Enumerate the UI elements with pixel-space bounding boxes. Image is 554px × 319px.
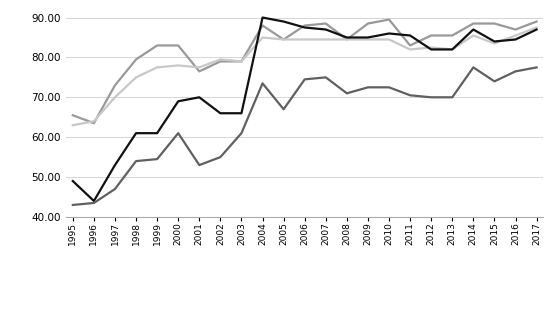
Poland [69, 203, 76, 207]
Czech Republic [90, 119, 97, 123]
Czech Republic [343, 38, 350, 41]
Czech Republic [196, 65, 203, 69]
Czech Republic [280, 38, 287, 41]
Poland [301, 78, 308, 81]
Hungary [280, 38, 287, 41]
Poland [280, 107, 287, 111]
Czech Republic [259, 36, 266, 40]
Poland [259, 81, 266, 85]
Poland [112, 187, 119, 191]
Slovakia [470, 28, 476, 32]
Hungary [407, 44, 413, 48]
Hungary [154, 44, 161, 48]
Czech Republic [386, 38, 392, 41]
Hungary [238, 60, 245, 63]
Hungary [491, 22, 497, 26]
Poland [512, 70, 519, 73]
Line: Hungary: Hungary [73, 19, 537, 123]
Slovakia [90, 199, 97, 203]
Slovakia [428, 48, 434, 51]
Hungary [217, 60, 224, 63]
Hungary [322, 22, 329, 26]
Poland [365, 85, 371, 89]
Slovakia [449, 48, 455, 51]
Poland [196, 163, 203, 167]
Czech Republic [217, 57, 224, 61]
Czech Republic [154, 65, 161, 69]
Hungary [470, 22, 476, 26]
Hungary [428, 33, 434, 37]
Slovakia [259, 16, 266, 19]
Poland [343, 92, 350, 95]
Poland [90, 201, 97, 205]
Slovakia [175, 100, 182, 103]
Hungary [69, 113, 76, 117]
Slovakia [154, 131, 161, 135]
Slovakia [217, 111, 224, 115]
Slovakia [301, 26, 308, 29]
Slovakia [343, 36, 350, 40]
Slovakia [491, 40, 497, 43]
Slovakia [196, 95, 203, 99]
Poland [154, 157, 161, 161]
Poland [428, 95, 434, 99]
Slovakia [365, 36, 371, 40]
Poland [133, 159, 140, 163]
Hungary [449, 33, 455, 37]
Czech Republic [428, 46, 434, 49]
Hungary [133, 57, 140, 61]
Czech Republic [69, 123, 76, 127]
Hungary [512, 28, 519, 32]
Hungary [90, 121, 97, 125]
Slovakia [407, 33, 413, 37]
Czech Republic [112, 95, 119, 99]
Czech Republic [322, 38, 329, 41]
Czech Republic [133, 76, 140, 79]
Poland [449, 95, 455, 99]
Slovakia [238, 111, 245, 115]
Czech Republic [301, 38, 308, 41]
Czech Republic [534, 26, 540, 29]
Poland [386, 85, 392, 89]
Hungary [175, 44, 182, 48]
Hungary [112, 83, 119, 87]
Poland [238, 131, 245, 135]
Czech Republic [512, 33, 519, 37]
Czech Republic [470, 33, 476, 37]
Czech Republic [491, 41, 497, 45]
Hungary [386, 18, 392, 21]
Slovakia [512, 38, 519, 41]
Slovakia [534, 28, 540, 32]
Line: Slovakia: Slovakia [73, 18, 537, 201]
Hungary [534, 20, 540, 24]
Poland [470, 65, 476, 69]
Slovakia [112, 163, 119, 167]
Czech Republic [175, 63, 182, 67]
Slovakia [133, 131, 140, 135]
Slovakia [69, 179, 76, 183]
Poland [407, 93, 413, 97]
Slovakia [280, 20, 287, 24]
Slovakia [386, 32, 392, 35]
Poland [322, 76, 329, 79]
Poland [217, 155, 224, 159]
Hungary [196, 70, 203, 73]
Czech Republic [407, 48, 413, 51]
Hungary [343, 38, 350, 41]
Hungary [365, 22, 371, 26]
Poland [491, 79, 497, 83]
Czech Republic [449, 48, 455, 51]
Hungary [301, 24, 308, 27]
Poland [534, 65, 540, 69]
Slovakia [322, 28, 329, 32]
Czech Republic [238, 60, 245, 63]
Czech Republic [365, 38, 371, 41]
Line: Czech Republic: Czech Republic [73, 27, 537, 125]
Poland [175, 131, 182, 135]
Hungary [259, 24, 266, 27]
Line: Poland: Poland [73, 67, 537, 205]
